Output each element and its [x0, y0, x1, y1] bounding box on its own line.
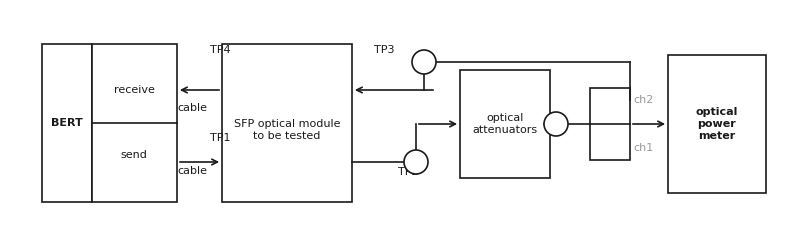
Circle shape [412, 50, 436, 74]
Text: TP1: TP1 [210, 133, 230, 143]
Text: ch2: ch2 [633, 95, 654, 105]
Bar [222, 44, 352, 202]
Text: SFP optical module
to be tested: SFP optical module to be tested [234, 119, 340, 141]
Text: TP4: TP4 [210, 45, 230, 55]
Bar [92, 44, 177, 202]
Circle shape [404, 150, 428, 174]
Text: optical
power
meter: optical power meter [696, 108, 738, 141]
Circle shape [544, 112, 568, 136]
Text: ch1: ch1 [633, 143, 654, 153]
Text: receive: receive [114, 85, 154, 95]
Text: TP3: TP3 [374, 45, 394, 55]
Text: cable: cable [177, 166, 207, 176]
Text: BERT: BERT [51, 118, 83, 128]
Text: send: send [121, 150, 147, 160]
Bar [42, 44, 92, 202]
Bar [590, 88, 630, 160]
Text: TP2: TP2 [398, 167, 418, 177]
Text: cable: cable [177, 103, 207, 113]
Text: optical
attenuators: optical attenuators [473, 113, 538, 135]
Bar [668, 55, 766, 193]
Bar [460, 70, 550, 178]
